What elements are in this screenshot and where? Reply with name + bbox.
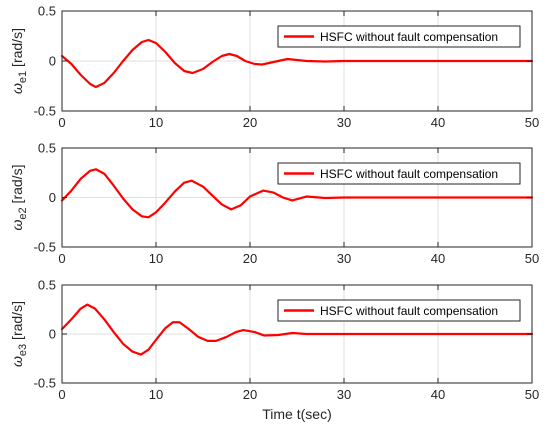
- x-tick-label: 30: [337, 251, 351, 266]
- y-axis-label-symbol: ω: [9, 219, 25, 230]
- series-line: [60, 303, 534, 356]
- y-tick-label: 0.5: [38, 141, 56, 156]
- y-axis-label: ωe3 [rad/s]: [9, 301, 29, 367]
- y-axis-label-subscript: e1: [17, 71, 29, 83]
- x-tick-label: 0: [58, 115, 65, 130]
- y-tick-label: -0.5: [34, 240, 56, 255]
- x-tick-label: 50: [525, 251, 539, 266]
- y-axis-label-unit: [rad/s]: [9, 301, 25, 344]
- y-axis-label-unit: [rad/s]: [9, 28, 25, 71]
- x-tick-label: 40: [431, 387, 445, 402]
- y-tick-label: 0: [49, 327, 56, 342]
- y-axis-label-unit: [rad/s]: [9, 165, 25, 208]
- y-tick-label: 0.5: [38, 4, 56, 19]
- x-tick-label: 10: [149, 251, 163, 266]
- x-tick-label: 20: [243, 251, 257, 266]
- legend: HSFC without fault compensation: [277, 299, 521, 322]
- legend-label: HSFC without fault compensation: [320, 304, 498, 318]
- x-tick-label: 10: [149, 387, 163, 402]
- legend: HSFC without fault compensation: [277, 162, 521, 185]
- x-tick-label: 50: [525, 387, 539, 402]
- x-tick-label: 20: [243, 115, 257, 130]
- legend: HSFC without fault compensation: [277, 25, 521, 48]
- y-tick-label: 0: [49, 54, 56, 69]
- y-axis-label: ωe1 [rad/s]: [9, 28, 29, 94]
- legend-label: HSFC without fault compensation: [320, 167, 498, 181]
- legend-box: [277, 162, 521, 185]
- y-axis-label: ωe2 [rad/s]: [9, 165, 29, 231]
- x-tick-label: 20: [243, 387, 257, 402]
- y-axis-label-subscript: e3: [17, 344, 29, 356]
- series-line: [60, 38, 534, 89]
- x-tick-label: 0: [58, 387, 65, 402]
- y-tick-label: -0.5: [34, 376, 56, 391]
- y-tick-label: 0: [49, 190, 56, 205]
- y-tick-label: 0.5: [38, 278, 56, 293]
- x-tick-label: 30: [337, 115, 351, 130]
- x-tick-label: 30: [337, 387, 351, 402]
- series-line: [60, 168, 534, 219]
- x-tick-label: 50: [525, 115, 539, 130]
- x-tick-label: 40: [431, 251, 445, 266]
- x-tick-label: 10: [149, 115, 163, 130]
- y-axis-label-subscript: e2: [17, 207, 29, 219]
- y-axis-label-symbol: ω: [9, 356, 25, 367]
- y-tick-label: -0.5: [34, 104, 56, 119]
- x-tick-label: 40: [431, 115, 445, 130]
- legend-label: HSFC without fault compensation: [320, 30, 498, 44]
- legend-box: [277, 25, 521, 48]
- x-axis-label: Time t(sec): [262, 406, 331, 422]
- legend-box: [277, 299, 521, 322]
- x-tick-label: 0: [58, 251, 65, 266]
- y-axis-label-symbol: ω: [9, 83, 25, 94]
